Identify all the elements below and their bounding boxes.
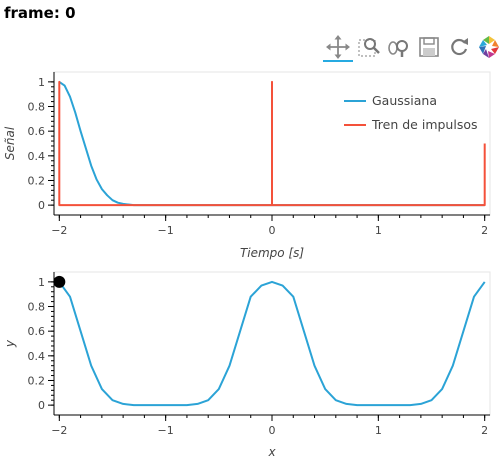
y-tick-label: 0.2 [28, 174, 46, 187]
save-icon [419, 37, 439, 57]
y-tick-label: 1 [38, 76, 45, 89]
pan-tool-button[interactable] [325, 34, 351, 60]
x-tick-label: −2 [51, 424, 67, 437]
pan-icon [326, 35, 350, 59]
impulse-train-line [58, 80, 486, 207]
xy-plot[interactable]: −2 −1 0 1 2 0 0.2 0.4 0.6 0.8 1 x y [3, 271, 491, 459]
wheel-zoom-tool-button[interactable] [386, 34, 412, 60]
y-tick-label: 0.8 [28, 101, 46, 114]
y-tick-label: 0.4 [28, 350, 46, 363]
y-tick-label: 0.6 [28, 325, 46, 338]
y-tick-label: 0.6 [28, 125, 46, 138]
signal-plot[interactable]: −2 −1 0 1 2 0 0.2 0.4 0.6 0.8 1 Tiempo [s] Señal Gaus… [3, 71, 491, 260]
reset-tool-button[interactable] [446, 34, 472, 60]
x-tick-label: 2 [481, 224, 488, 237]
x-tick-label: 0 [269, 424, 276, 437]
x-tick-label: 2 [481, 424, 488, 437]
bokeh-logo-link[interactable] [476, 34, 500, 60]
x-tick-label: −2 [51, 224, 67, 237]
reset-icon [451, 38, 468, 56]
active-tool-indicator [323, 60, 353, 62]
y-axis-label: Señal [3, 126, 17, 160]
y-tick-label: 0 [38, 399, 45, 412]
y-tick-label: 0.4 [28, 150, 46, 163]
bokeh-logo-icon [479, 36, 499, 58]
y-tick-label: 0 [38, 199, 45, 212]
y-curve-line [58, 280, 486, 407]
legend-label: Tren de impulsos [371, 117, 478, 132]
y-axis-label: y [3, 339, 17, 348]
x-axis-label: x [267, 445, 276, 459]
y-tick-label: 1 [38, 276, 45, 289]
legend-label: Gaussiana [372, 93, 437, 108]
box-zoom-icon [358, 38, 380, 57]
x-tick-label: −1 [158, 224, 174, 237]
x-tick-label: 1 [375, 424, 382, 437]
plot-frame [53, 271, 491, 416]
y-tick-label: 0.2 [28, 374, 46, 387]
frame-title: frame: 0 [4, 4, 76, 22]
plot-toolbar [320, 32, 500, 64]
x-tick-label: 1 [375, 224, 382, 237]
box-zoom-tool-button[interactable] [356, 34, 382, 60]
wheel-zoom-icon [388, 40, 408, 57]
save-tool-button[interactable] [416, 34, 442, 60]
current-position-marker [53, 275, 66, 288]
x-tick-label: 0 [269, 224, 276, 237]
x-axis-label: Tiempo [s] [240, 246, 304, 260]
x-tick-label: −1 [158, 424, 174, 437]
y-tick-label: 0.8 [28, 301, 46, 314]
